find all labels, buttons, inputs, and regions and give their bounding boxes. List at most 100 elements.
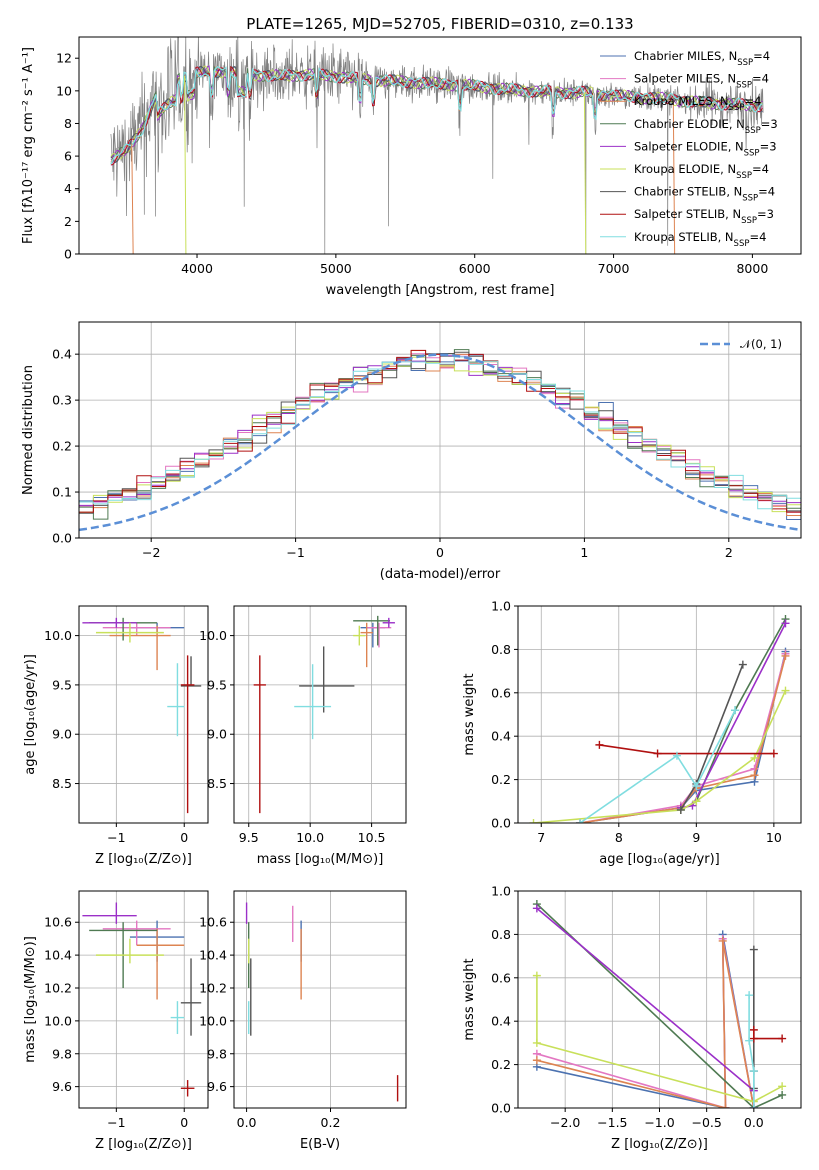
errorbar-kroupa-stelib [170, 1001, 185, 1035]
errorbar-salpeter-miles [102, 622, 171, 636]
mass-vs-metallicity-panel: −1 0 9.6 9.8 10.0 10.2 10.4 10.6 Z [log₁₀(Z/Z⊙)]… [23, 890, 209, 1152]
y-tick-label: 10.6 [199, 915, 227, 930]
observed-spectrum-line [110, 37, 764, 254]
y-tick-label: 9.6 [52, 1079, 72, 1094]
age-vs-mass-panel: 9.5 10.0 10.5 8.5 9.0 9.5 10.0 mass [log₁₀(M/M⊙… [199, 605, 407, 867]
x-axis-label: age [log₁₀(age/yr)] [599, 852, 720, 867]
legend-label-count: =4 [753, 49, 770, 63]
legend-label-text: Kroupa MILES, N [634, 94, 729, 108]
axes-frame [233, 605, 407, 824]
y-tick-label: 9.6 [207, 1079, 227, 1094]
x-tick-label: 7000 [598, 261, 630, 276]
legend-label-count: =4 [749, 230, 766, 244]
series-marker [781, 619, 790, 628]
series-marker [781, 651, 790, 660]
y-tick-label: 0.1 [52, 485, 72, 500]
errorbar-chabrier-elodie [353, 615, 391, 646]
mass-weight-vs-metallicity-panel: −2.0 −1.5 −1.0 −0.5 0.0 0.0 0.2 0.4 0.6 0.8 1.0 Z [… [462, 884, 802, 1152]
x-tick-label: 5000 [320, 261, 352, 276]
x-axis-label: mass [log₁₀(M/M⊙)] [257, 852, 384, 867]
series-marker [749, 1034, 758, 1043]
model-spectrum-edge [131, 143, 134, 254]
legend-label-text: Chabrier MILES, N [634, 49, 737, 63]
model-spectrum-salpeter-elodie [110, 65, 763, 159]
y-tick-label: 9.5 [52, 677, 72, 692]
x-tick-label: −1.5 [597, 1115, 627, 1130]
y-tick-label: 0.4 [52, 347, 72, 362]
legend-label-text: Kroupa STELIB, N [634, 230, 734, 244]
y-tick-label: 10 [56, 83, 72, 98]
mass-weight-vs-age-panel: 7 8 9 10 0.0 0.2 0.4 0.6 0.8 1.0 age [log₁₀(age/yr… [462, 599, 802, 867]
series-line [536, 938, 755, 1108]
y-axis-label: Flux [fλ10⁻¹⁷ erg cm⁻² s⁻¹ A⁻¹] [21, 47, 36, 244]
errorbar-salpeter-elodie [382, 617, 395, 628]
legend-label-chabrier-elodie: Chabrier ELODIE, NSSP=3 [634, 117, 778, 136]
y-tick-label: 0.0 [491, 1101, 511, 1116]
errorbar-chabrier-stelib [299, 646, 355, 713]
series-line [599, 744, 774, 755]
series-line [748, 995, 755, 1108]
age-vs-metallicity-panel: −1 0 8.5 9.0 9.5 10.0 Z [log₁₀(Z/Z⊙)] age [log₁… [23, 605, 209, 867]
series-kroupa-stelib [745, 991, 758, 1108]
series-marker [778, 1034, 787, 1043]
series-chabrier-stelib [676, 660, 747, 814]
y-tick-label: 0.6 [491, 970, 511, 985]
series-marker [749, 1025, 758, 1034]
x-tick-label: −1 [286, 545, 304, 560]
y-tick-label: 0.4 [491, 729, 511, 744]
errorbar-kroupa-elodie [95, 938, 164, 964]
legend-label-kroupa-stelib: Kroupa STELIB, NSSP=4 [634, 230, 766, 249]
series-line [536, 940, 755, 1108]
series-marker [692, 782, 701, 791]
series-marker [750, 771, 759, 780]
y-tick-label: 0.0 [52, 531, 72, 546]
spectrum-panel: 4000 5000 6000 7000 8000 0 2 4 6 8 10 12 wavelength … [21, 15, 802, 298]
y-tick-label: 10.0 [44, 1013, 72, 1028]
series-marker [721, 1104, 730, 1108]
histogram-kroupa-stelib [79, 356, 801, 518]
y-tick-label: 10.0 [199, 628, 227, 643]
mass-vs-ebv-panel: 0.0 0.2 9.6 9.8 10.0 10.2 10.4 10.6 E(B-V) [199, 890, 407, 1152]
legend-label-subscript: SSP [737, 58, 753, 68]
x-tick-label: −1.0 [644, 1115, 674, 1130]
legend: 𝒩(0, 1) [700, 337, 782, 351]
series-kroupa-stelib [576, 706, 740, 823]
series-line [753, 1029, 783, 1040]
model-spectrum-edge [672, 99, 676, 254]
y-tick-label: 0.8 [491, 642, 511, 657]
y-tick-label: 0 [64, 247, 72, 262]
x-tick-label: 0 [436, 545, 444, 560]
y-tick-label: 0.3 [52, 393, 72, 408]
x-tick-label: 0.0 [237, 1115, 257, 1130]
x-axis-label: (data-model)/error [380, 567, 501, 582]
legend-label-subscript: SSP [734, 239, 750, 249]
series-marker [529, 819, 538, 823]
series-marker [749, 1067, 758, 1076]
x-tick-label: 10.5 [358, 830, 386, 845]
model-spectrum-salpeter-stelib [110, 65, 763, 166]
series-kroupa-elodie [532, 971, 787, 1106]
legend-label-chabrier-stelib: Chabrier STELIB, NSSP=4 [634, 185, 775, 204]
errorbar-chabrier-stelib [180, 958, 202, 1036]
series-marker [532, 904, 541, 913]
series-marker [781, 686, 790, 695]
legend-label-normal: 𝒩(0, 1) [740, 337, 782, 351]
x-axis-label: Z [log₁₀(Z/Z⊙)] [95, 1137, 192, 1152]
errorbar-salpeter-stelib [180, 655, 195, 814]
y-axis-label: Normed distribution [21, 365, 36, 495]
x-axis-label: E(B-V) [300, 1137, 340, 1152]
series-kroupa-elodie [529, 686, 790, 823]
legend-label-count: =4 [752, 162, 769, 176]
series-line [533, 690, 787, 823]
y-tick-label: 10.0 [199, 1013, 227, 1028]
y-axis-label: age [log₁₀(age/yr)] [23, 654, 38, 775]
series-marker [731, 706, 740, 715]
series-marker [653, 749, 662, 758]
y-tick-label: 0.0 [491, 816, 511, 831]
series-kroupa-miles [532, 936, 758, 1108]
legend-label-count: =3 [760, 139, 777, 153]
errorbar-kroupa-elodie [353, 625, 366, 646]
legend-label-kroupa-elodie: Kroupa ELODIE, NSSP=4 [634, 162, 769, 181]
y-tick-label: 8.5 [52, 776, 72, 791]
